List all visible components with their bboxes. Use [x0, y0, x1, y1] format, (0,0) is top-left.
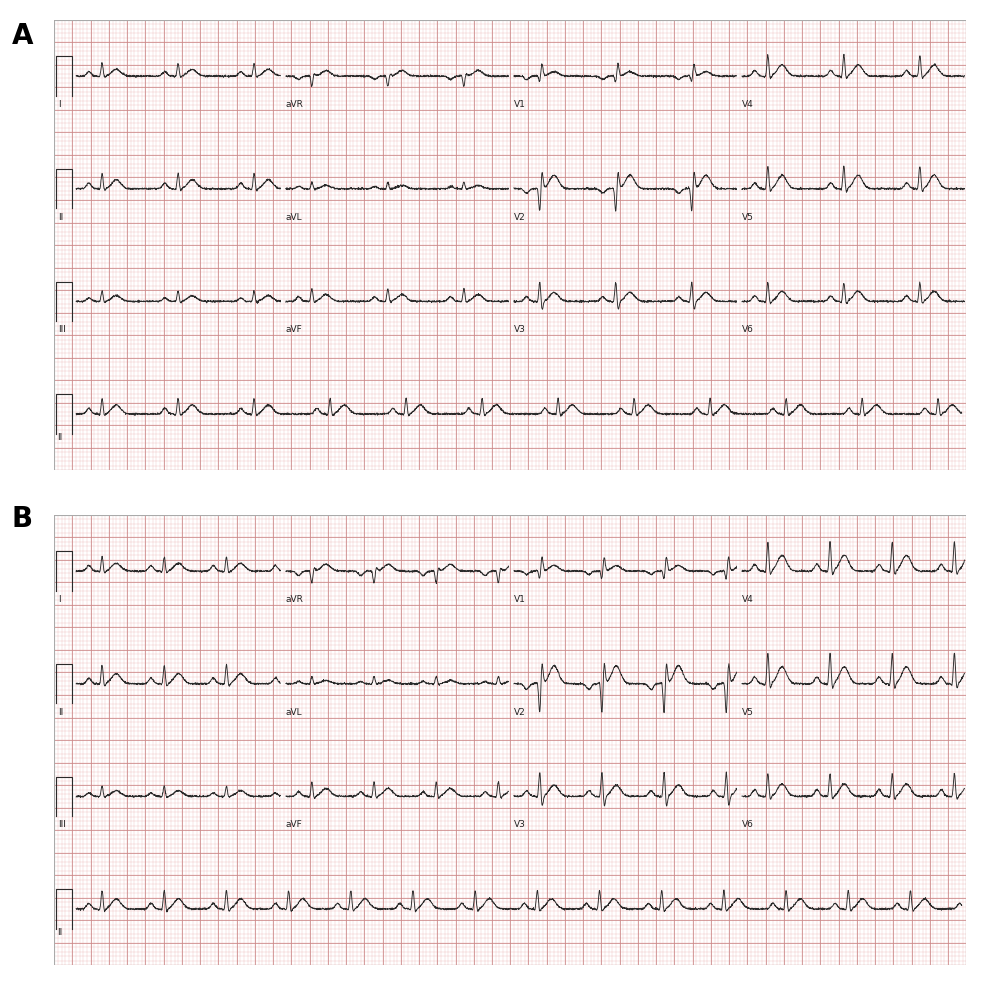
Text: aVF: aVF — [286, 821, 303, 830]
Text: B: B — [12, 505, 33, 533]
Text: V6: V6 — [741, 326, 753, 335]
Text: V1: V1 — [514, 100, 526, 109]
Text: I: I — [58, 100, 60, 109]
Text: aVR: aVR — [286, 100, 304, 109]
Text: V2: V2 — [514, 213, 526, 222]
Text: V3: V3 — [514, 326, 526, 335]
Text: aVL: aVL — [286, 213, 303, 222]
Text: aVR: aVR — [286, 595, 304, 604]
Text: III: III — [58, 326, 66, 335]
Text: II: II — [57, 929, 62, 938]
Text: V4: V4 — [741, 100, 753, 109]
Text: V6: V6 — [741, 821, 753, 830]
Text: V1: V1 — [514, 595, 526, 604]
Text: II: II — [57, 434, 62, 443]
Text: V4: V4 — [741, 595, 753, 604]
Text: V5: V5 — [741, 708, 753, 717]
Text: III: III — [58, 821, 66, 830]
Text: V5: V5 — [741, 213, 753, 222]
Text: aVL: aVL — [286, 708, 303, 717]
Text: II: II — [58, 708, 63, 717]
Text: V3: V3 — [514, 821, 526, 830]
Text: I: I — [58, 595, 60, 604]
Text: V2: V2 — [514, 708, 526, 717]
Text: II: II — [58, 213, 63, 222]
Text: A: A — [12, 22, 34, 50]
Text: aVF: aVF — [286, 326, 303, 335]
